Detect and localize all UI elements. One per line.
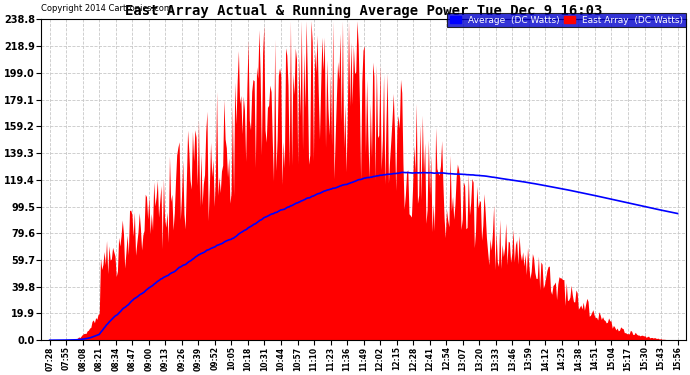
- Text: Copyright 2014 Cartronics.com: Copyright 2014 Cartronics.com: [41, 4, 172, 13]
- Title: East Array Actual & Running Average Power Tue Dec 9 16:03: East Array Actual & Running Average Powe…: [125, 4, 602, 18]
- Legend: Average  (DC Watts), East Array  (DC Watts): Average (DC Watts), East Array (DC Watts…: [447, 13, 686, 27]
